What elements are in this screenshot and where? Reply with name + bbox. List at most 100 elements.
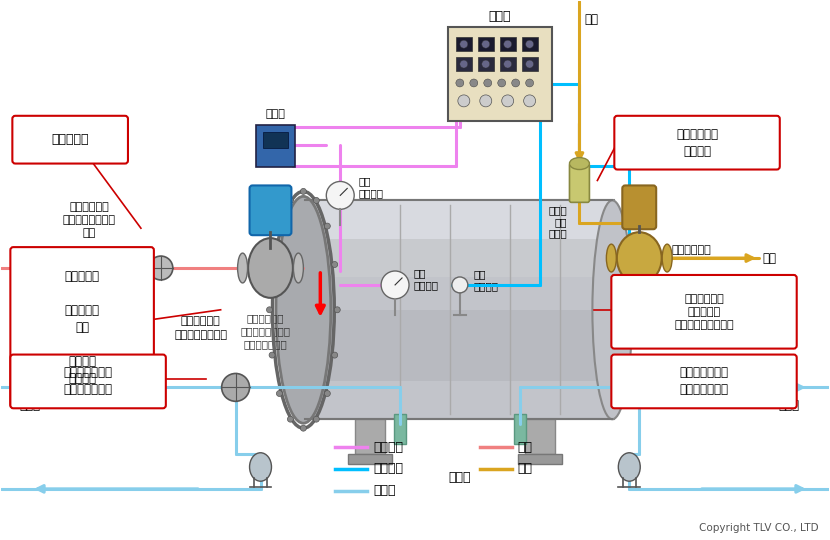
Text: 自動初期ドレン
およびエア排除: 自動初期ドレン およびエア排除 xyxy=(64,367,113,396)
Text: 加硫釜: 加硫釜 xyxy=(448,471,471,484)
FancyBboxPatch shape xyxy=(355,419,385,454)
FancyBboxPatch shape xyxy=(478,37,494,51)
FancyBboxPatch shape xyxy=(10,355,166,408)
Circle shape xyxy=(269,352,275,358)
Circle shape xyxy=(332,352,338,358)
Circle shape xyxy=(314,416,320,422)
Text: 蒸気用
エア
ベント: 蒸気用 エア ベント xyxy=(549,205,568,239)
Circle shape xyxy=(511,79,520,87)
Text: 空気動ボール
バタフライバルブ
蒸気: 空気動ボール バタフライバルブ 蒸気 xyxy=(62,202,115,238)
Text: 高精度制御

乾き蒸気の
供給

ドレンの
強制排除: 高精度制御 乾き蒸気の 供給 ドレンの 強制排除 xyxy=(65,269,100,384)
Circle shape xyxy=(452,277,468,293)
FancyBboxPatch shape xyxy=(256,125,295,166)
FancyBboxPatch shape xyxy=(456,37,471,51)
Circle shape xyxy=(481,60,490,68)
Ellipse shape xyxy=(593,200,632,419)
Text: エア: エア xyxy=(763,252,777,265)
Circle shape xyxy=(325,223,330,229)
Circle shape xyxy=(300,188,306,194)
FancyBboxPatch shape xyxy=(478,57,494,71)
FancyBboxPatch shape xyxy=(349,454,392,464)
Text: Copyright TLV CO., LTD: Copyright TLV CO., LTD xyxy=(699,523,818,532)
Ellipse shape xyxy=(662,244,672,272)
Circle shape xyxy=(266,307,272,313)
FancyBboxPatch shape xyxy=(305,239,614,277)
Circle shape xyxy=(460,40,468,48)
FancyBboxPatch shape xyxy=(612,355,797,408)
Circle shape xyxy=(504,60,511,68)
Text: 空気動ボール
バタフライバルブ: 空気動ボール バタフライバルブ xyxy=(642,316,696,340)
FancyBboxPatch shape xyxy=(514,414,525,444)
FancyBboxPatch shape xyxy=(456,57,471,71)
Text: 温度制御: 温度制御 xyxy=(374,462,403,476)
FancyBboxPatch shape xyxy=(614,116,779,170)
Text: 自動初期ドレン
およびエア排除: 自動初期ドレン およびエア排除 xyxy=(680,367,729,396)
Text: 圧力
センサー: 圧力 センサー xyxy=(359,177,383,198)
Circle shape xyxy=(325,390,330,396)
Circle shape xyxy=(458,95,470,107)
Circle shape xyxy=(525,79,534,87)
FancyBboxPatch shape xyxy=(500,37,515,51)
Circle shape xyxy=(334,307,340,313)
FancyBboxPatch shape xyxy=(305,200,614,239)
Circle shape xyxy=(276,223,282,229)
Circle shape xyxy=(470,79,478,87)
Text: 温度
センサー: 温度 センサー xyxy=(474,269,499,291)
FancyBboxPatch shape xyxy=(12,116,128,164)
Ellipse shape xyxy=(237,253,247,283)
Text: 蒸気: 蒸気 xyxy=(518,441,533,454)
Text: 空気動ボール
バタフライバルブ: 空気動ボール バタフライバルブ xyxy=(174,316,227,340)
FancyBboxPatch shape xyxy=(612,275,797,349)
Ellipse shape xyxy=(617,232,662,284)
FancyBboxPatch shape xyxy=(262,132,289,147)
Circle shape xyxy=(460,60,468,68)
Text: 調節計: 調節計 xyxy=(266,109,286,119)
FancyBboxPatch shape xyxy=(525,419,554,454)
FancyBboxPatch shape xyxy=(305,200,614,419)
FancyBboxPatch shape xyxy=(305,310,614,381)
FancyBboxPatch shape xyxy=(521,57,538,71)
Circle shape xyxy=(525,60,534,68)
Circle shape xyxy=(149,256,173,280)
Ellipse shape xyxy=(618,453,640,481)
Circle shape xyxy=(481,40,490,48)
Ellipse shape xyxy=(294,253,304,283)
Text: 空気式制御弁: 空気式制御弁 xyxy=(671,245,710,255)
Circle shape xyxy=(326,181,354,210)
Circle shape xyxy=(269,261,275,267)
FancyBboxPatch shape xyxy=(622,185,657,229)
Text: エア: エア xyxy=(584,14,598,26)
Circle shape xyxy=(625,374,653,401)
Circle shape xyxy=(300,425,306,431)
Text: 蒸気用制御弁
（セパレーター・
トラップ内蔵）: 蒸気用制御弁 （セパレーター・ トラップ内蔵） xyxy=(241,313,290,349)
Circle shape xyxy=(525,40,534,48)
Text: 運転中エアの
自動排除: 運転中エアの 自動排除 xyxy=(676,127,718,158)
Circle shape xyxy=(480,95,491,107)
Circle shape xyxy=(501,95,514,107)
Text: 自動初期エア
排除および
圧抜きコントロール: 自動初期エア 排除および 圧抜きコントロール xyxy=(674,294,734,330)
Circle shape xyxy=(287,198,293,204)
Circle shape xyxy=(314,198,320,204)
FancyBboxPatch shape xyxy=(394,414,406,444)
Circle shape xyxy=(332,261,338,267)
Text: 制御盤: 制御盤 xyxy=(489,10,511,23)
Text: ドレン: ドレン xyxy=(19,400,41,413)
Circle shape xyxy=(524,95,535,107)
Circle shape xyxy=(222,374,250,401)
FancyBboxPatch shape xyxy=(518,454,562,464)
Text: 圧力制御: 圧力制御 xyxy=(374,441,403,454)
FancyBboxPatch shape xyxy=(10,247,154,407)
Text: 圧力
センサー: 圧力 センサー xyxy=(413,268,438,290)
Ellipse shape xyxy=(607,244,617,272)
Circle shape xyxy=(456,79,464,87)
Text: ドレン: ドレン xyxy=(374,484,396,497)
Circle shape xyxy=(484,79,491,87)
FancyBboxPatch shape xyxy=(500,57,515,71)
Ellipse shape xyxy=(569,158,589,170)
Circle shape xyxy=(381,271,409,299)
FancyBboxPatch shape xyxy=(448,27,552,121)
Circle shape xyxy=(498,79,505,87)
Ellipse shape xyxy=(250,453,271,481)
Ellipse shape xyxy=(248,238,293,298)
FancyBboxPatch shape xyxy=(521,37,538,51)
